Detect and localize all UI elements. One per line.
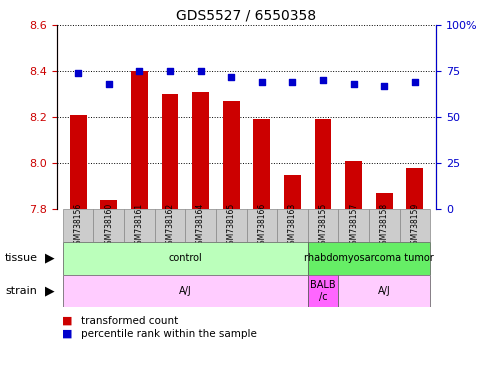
Text: ■: ■: [62, 316, 72, 326]
Title: GDS5527 / 6550358: GDS5527 / 6550358: [176, 8, 317, 22]
Point: [74, 70, 82, 76]
Bar: [308, 242, 430, 275]
Point: [227, 73, 235, 79]
Bar: [63, 275, 308, 307]
Bar: [216, 209, 246, 242]
Point: [166, 68, 174, 74]
Bar: [155, 209, 185, 242]
Bar: [308, 275, 338, 307]
Bar: [131, 71, 148, 209]
Text: GSM738162: GSM738162: [166, 202, 175, 249]
Text: tissue: tissue: [5, 253, 38, 263]
Bar: [100, 200, 117, 209]
Text: GSM738163: GSM738163: [288, 202, 297, 249]
Text: control: control: [169, 253, 202, 263]
Bar: [284, 175, 301, 209]
Point: [105, 81, 113, 87]
Bar: [345, 161, 362, 209]
Text: GSM738164: GSM738164: [196, 202, 205, 249]
Text: ▶: ▶: [44, 285, 54, 297]
Bar: [399, 209, 430, 242]
Bar: [162, 94, 178, 209]
Bar: [94, 209, 124, 242]
Text: GSM738161: GSM738161: [135, 202, 144, 249]
Bar: [338, 209, 369, 242]
Text: ▶: ▶: [44, 252, 54, 265]
Bar: [338, 275, 430, 307]
Bar: [277, 209, 308, 242]
Text: GSM738159: GSM738159: [410, 202, 420, 249]
Text: transformed count: transformed count: [81, 316, 178, 326]
Point: [258, 79, 266, 85]
Text: GSM738166: GSM738166: [257, 202, 266, 249]
Bar: [369, 209, 399, 242]
Point: [411, 79, 419, 85]
Text: GSM738165: GSM738165: [227, 202, 236, 249]
Text: GSM738157: GSM738157: [349, 202, 358, 249]
Text: GSM738156: GSM738156: [73, 202, 83, 249]
Bar: [63, 242, 308, 275]
Bar: [63, 209, 94, 242]
Text: strain: strain: [5, 286, 37, 296]
Bar: [185, 209, 216, 242]
Text: BALB
/c: BALB /c: [310, 280, 336, 302]
Bar: [376, 193, 393, 209]
Text: rhabdomyosarcoma tumor: rhabdomyosarcoma tumor: [304, 253, 434, 263]
Point: [380, 83, 388, 89]
Point: [288, 79, 296, 85]
Text: GSM738160: GSM738160: [104, 202, 113, 249]
Bar: [246, 209, 277, 242]
Bar: [315, 119, 331, 209]
Bar: [192, 92, 209, 209]
Text: GSM738158: GSM738158: [380, 202, 389, 249]
Bar: [308, 209, 338, 242]
Bar: [124, 209, 155, 242]
Text: A/J: A/J: [179, 286, 192, 296]
Text: percentile rank within the sample: percentile rank within the sample: [81, 329, 257, 339]
Bar: [253, 119, 270, 209]
Text: A/J: A/J: [378, 286, 390, 296]
Point: [136, 68, 143, 74]
Bar: [223, 101, 240, 209]
Text: ■: ■: [62, 329, 72, 339]
Bar: [70, 115, 87, 209]
Bar: [406, 168, 423, 209]
Point: [350, 81, 357, 87]
Point: [197, 68, 205, 74]
Point: [319, 77, 327, 83]
Text: GSM738155: GSM738155: [318, 202, 327, 249]
